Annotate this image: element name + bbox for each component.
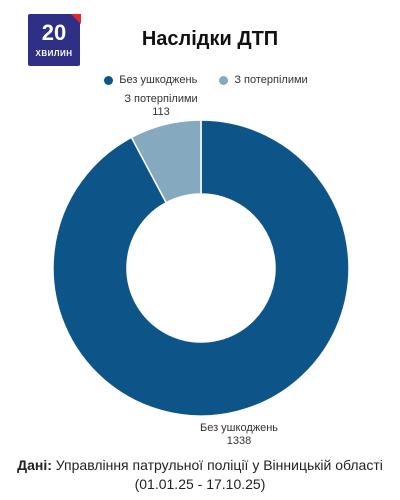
chart-title: Наслідки ДТП bbox=[141, 28, 279, 50]
data-label-victims-name: З потерпілими bbox=[124, 93, 197, 105]
legend-item-victims: З потерпілими bbox=[219, 74, 308, 86]
source-label: Дані: bbox=[17, 457, 52, 473]
data-label-no-damage-value: 1338 bbox=[227, 435, 251, 447]
legend-item-no-damage: Без ушкоджень bbox=[104, 74, 197, 86]
source-text: Управління патрульної поліції у Вінницьк… bbox=[55, 457, 383, 492]
slice-victims bbox=[130, 119, 202, 204]
data-label-no-damage-name: Без ушкоджень bbox=[200, 422, 278, 434]
data-label-victims-value: 113 bbox=[152, 106, 170, 118]
slice-no-damage bbox=[52, 119, 350, 417]
source-note: Дані: Управління патрульної поліції у Ві… bbox=[0, 456, 400, 494]
legend-swatch-victims bbox=[219, 75, 229, 85]
logo-number: 20 bbox=[41, 20, 67, 45]
logo: 20 ХВИЛИН bbox=[28, 14, 81, 66]
chart-legend: Без ушкоджень З потерпілими bbox=[0, 74, 400, 86]
legend-label-no-damage: Без ушкоджень bbox=[119, 74, 198, 86]
logo-word: ХВИЛИН bbox=[35, 49, 73, 58]
legend-label-victims: З потерпілими bbox=[234, 74, 308, 86]
logo-corner bbox=[71, 14, 81, 24]
legend-swatch-no-damage bbox=[104, 75, 114, 85]
